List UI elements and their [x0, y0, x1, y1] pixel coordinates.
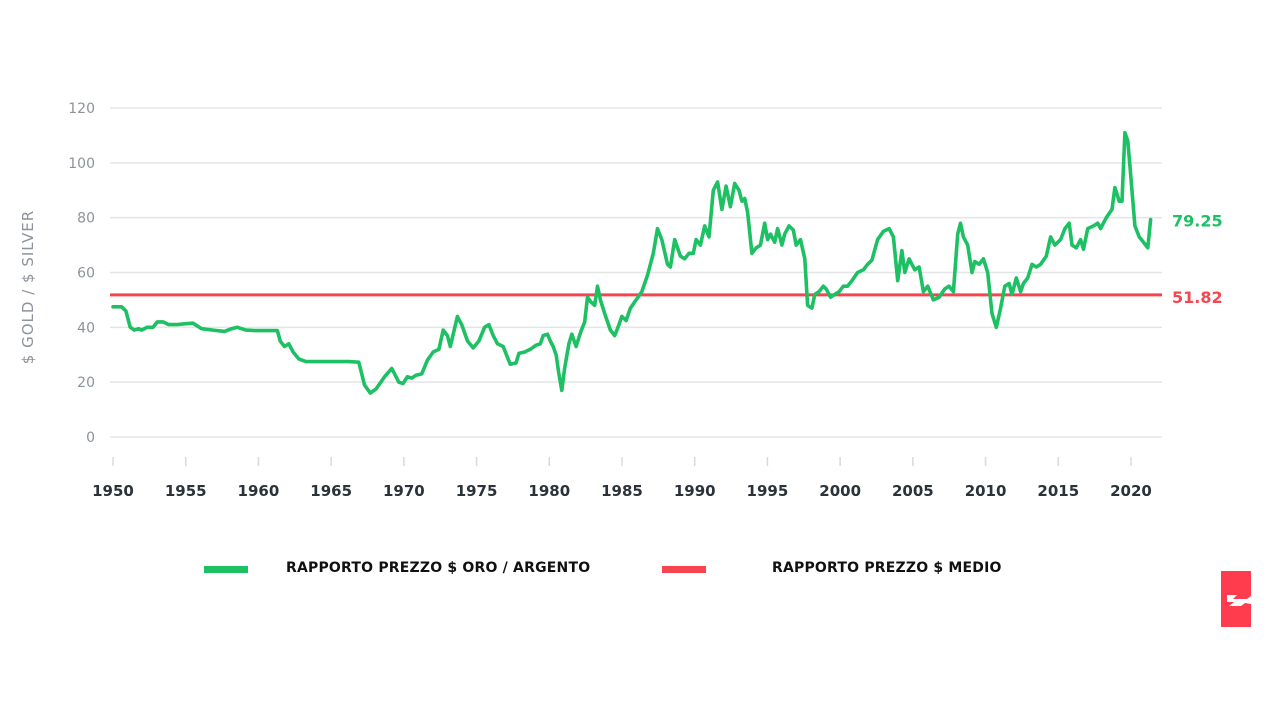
y-axis-title: $ GOLD / $ SILVER — [8, 210, 48, 364]
y-tick-label: 20 — [77, 375, 95, 391]
x-tick-label: 1985 — [601, 482, 643, 500]
y-tick-label: 60 — [77, 266, 95, 282]
gold-silver-ratio-line — [111, 130, 1153, 395]
lightning-bolt-icon — [1227, 595, 1251, 606]
x-tick-label: 1970 — [383, 482, 425, 500]
x-tick-label: 1980 — [528, 482, 570, 500]
legend-swatch-ratio — [204, 566, 248, 573]
ratio-last-value-label: 79.25 — [1172, 212, 1223, 231]
y-axis-title-text: $ GOLD / $ SILVER — [19, 209, 37, 365]
x-tick-label: 1950 — [92, 482, 134, 500]
x-tick-label: 1975 — [456, 482, 498, 500]
x-tick-label: 1955 — [165, 482, 207, 500]
x-axis-ticks: 1950 1955 1960 1965 1970 1975 1980 1985 1990 1995… — [92, 457, 1152, 500]
x-tick-label: 1965 — [310, 482, 352, 500]
y-axis-tick-labels: 0 20 40 60 80 100 120 — [68, 101, 95, 446]
x-tick-label: 1995 — [747, 482, 789, 500]
legend-swatch-average — [662, 566, 706, 573]
legend: RAPPORTO PREZZO $ ORO / ARGENTO RAPPORTO… — [0, 558, 1280, 582]
y-tick-label: 120 — [68, 101, 95, 117]
x-tick-label: 2005 — [892, 482, 934, 500]
average-value-label: 51.82 — [1172, 288, 1223, 307]
y-tick-label: 100 — [68, 156, 95, 172]
x-tick-label: 1990 — [674, 482, 716, 500]
x-tick-label: 2015 — [1037, 482, 1079, 500]
x-tick-label: 2020 — [1110, 482, 1152, 500]
x-tick-label: 2000 — [819, 482, 861, 500]
grid-lines — [110, 107, 1162, 438]
y-tick-label: 80 — [77, 211, 95, 227]
y-tick-label: 40 — [77, 320, 95, 336]
legend-label-ratio: RAPPORTO PREZZO $ ORO / ARGENTO — [286, 560, 591, 576]
y-tick-label: 0 — [86, 430, 95, 446]
legend-label-average: RAPPORTO PREZZO $ MEDIO — [772, 560, 1002, 576]
x-tick-label: 2010 — [965, 482, 1007, 500]
brand-logo — [1221, 571, 1251, 627]
x-tick-label: 1960 — [238, 482, 280, 500]
